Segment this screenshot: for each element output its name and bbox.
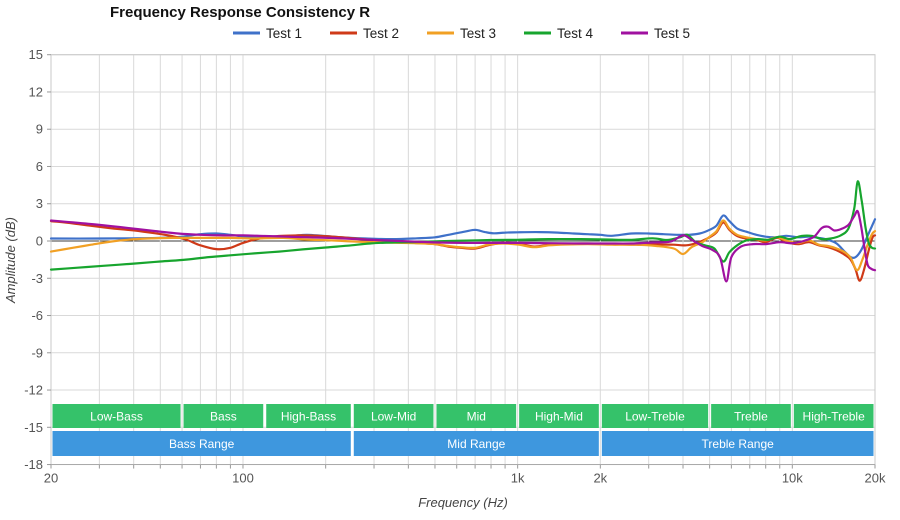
frequency-bands-layer: Low-Bass Bass High-Bass Low-Mid Mid High-Mid L… — [52, 404, 874, 456]
range-mid-range — [353, 431, 599, 456]
range-label-mid-range: Mid Range — [447, 437, 505, 451]
legend-label: Test 3 — [460, 26, 496, 41]
y-tick-label: -15 — [24, 420, 43, 435]
y-tick-label: 12 — [29, 84, 43, 99]
range-bass-range — [52, 431, 351, 456]
range-label-treble-range: Treble Range — [702, 437, 775, 451]
y-axis-label: Amplitude (dB) — [3, 217, 18, 304]
x-tick-label: 2k — [593, 471, 607, 486]
band-label-mid: Mid — [467, 410, 486, 424]
band-low-bass — [52, 404, 181, 428]
range-label-bass-range: Bass Range — [169, 437, 235, 451]
x-axis-label: Frequency (Hz) — [418, 495, 508, 510]
legend-item-test-2[interactable]: Test 2 — [330, 26, 399, 41]
x-tick-label: 20k — [865, 471, 886, 486]
legend-label: Test 2 — [363, 26, 399, 41]
band-mid — [436, 404, 517, 428]
band-high-treble — [793, 404, 874, 428]
legend-item-test-3[interactable]: Test 3 — [427, 26, 496, 41]
band-high-mid — [519, 404, 599, 428]
range-treble-range — [601, 431, 874, 456]
band-label-high-mid: High-Mid — [535, 410, 583, 424]
x-tick-label: 1k — [511, 471, 525, 486]
series-line-test-4 — [49, 180, 877, 271]
band-low-mid — [353, 404, 434, 428]
band-treble — [711, 404, 791, 428]
series-line-test-3 — [49, 219, 877, 272]
legend-label: Test 5 — [654, 26, 690, 41]
band-bass — [183, 404, 264, 428]
legend: Test 1 Test 2 Test 3 Test 4 Test 5 — [233, 26, 690, 41]
series-line-test-2 — [49, 220, 877, 282]
band-label-low-mid: Low-Mid — [371, 410, 416, 424]
chart-title: Frequency Response Consistency R — [110, 4, 370, 21]
x-tick-label: 10k — [782, 471, 803, 486]
legend-item-test-5[interactable]: Test 5 — [621, 26, 690, 41]
series-line-test-5 — [49, 209, 877, 283]
y-tick-label: 15 — [29, 47, 43, 62]
band-label-low-treble: Low-Treble — [625, 410, 685, 424]
y-tick-label: 0 — [36, 234, 43, 249]
y-tick-label: 6 — [36, 159, 43, 174]
series-layer — [49, 180, 877, 283]
band-label-treble: Treble — [734, 410, 768, 424]
y-tick-label: -3 — [31, 271, 43, 286]
y-tick-label: -9 — [31, 345, 43, 360]
legend-item-test-1[interactable]: Test 1 — [233, 26, 302, 41]
legend-item-test-4[interactable]: Test 4 — [524, 26, 594, 41]
band-label-bass: Bass — [210, 410, 237, 424]
band-high-bass — [266, 404, 351, 428]
legend-label: Test 4 — [557, 26, 594, 41]
y-tick-label: -18 — [24, 457, 43, 472]
band-label-high-bass: High-Bass — [281, 410, 336, 424]
x-tick-label: 20 — [44, 471, 58, 486]
x-tick-label: 100 — [232, 471, 254, 486]
y-tick-label: 3 — [36, 196, 43, 211]
y-tick-label: -12 — [24, 383, 43, 398]
band-label-high-treble: High-Treble — [803, 410, 866, 424]
legend-label: Test 1 — [266, 26, 302, 41]
y-tick-label: 9 — [36, 122, 43, 137]
y-tick-label: -6 — [31, 308, 43, 323]
band-label-low-bass: Low-Bass — [90, 410, 143, 424]
band-low-treble — [601, 404, 709, 428]
